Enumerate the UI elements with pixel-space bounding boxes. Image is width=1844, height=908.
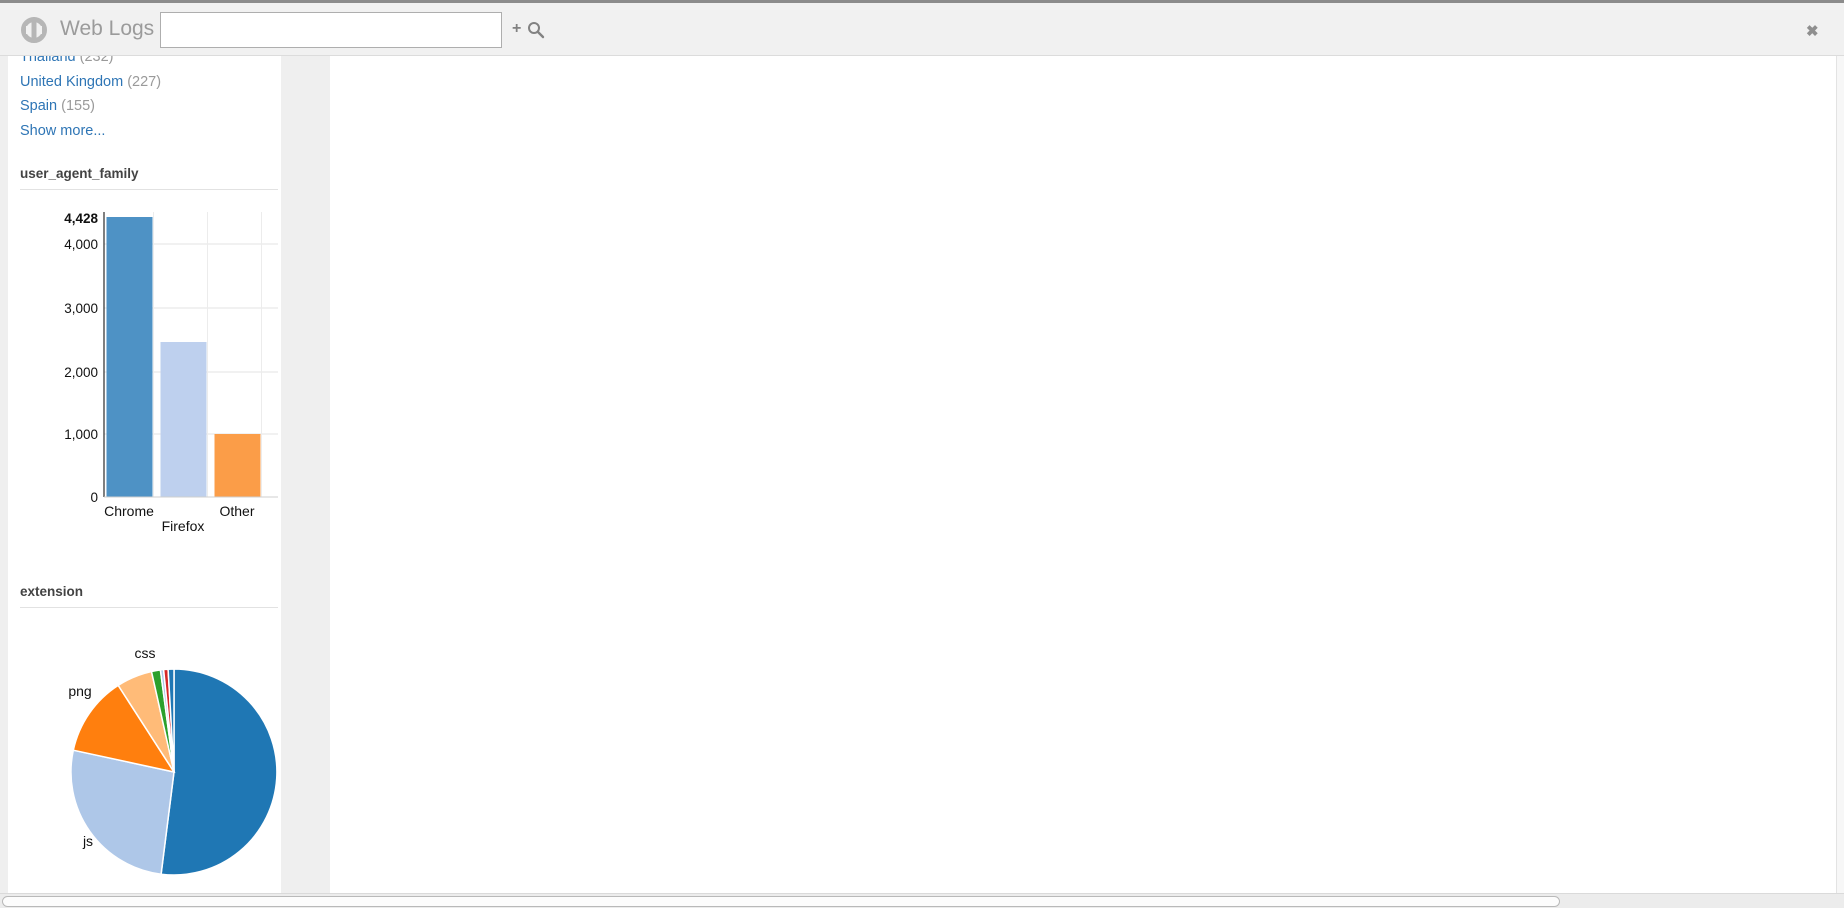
pie-slice-png[interactable]: [72, 684, 176, 774]
svg-text:4,428: 4,428: [64, 211, 98, 226]
window-top-strip: [0, 0, 1844, 3]
pie-slice-small-4[interactable]: [167, 668, 175, 773]
bar-firefox[interactable]: [160, 342, 207, 497]
add-widget-icon[interactable]: +: [512, 20, 522, 37]
svg-text:0: 0: [90, 490, 98, 505]
facet-item-united-kingdom[interactable]: United Kingdom (227): [20, 72, 270, 92]
dashboard-main: [330, 56, 1836, 893]
pie-slice-js[interactable]: [70, 749, 175, 876]
search-icon[interactable]: [527, 21, 545, 39]
hue-logo-icon: [21, 17, 47, 43]
svg-text:1,000: 1,000: [64, 427, 98, 442]
pie-chart-title: extension: [20, 584, 278, 608]
svg-text:4,000: 4,000: [64, 237, 98, 252]
horizontal-scrollbar[interactable]: [0, 893, 1844, 908]
facet-count: (227): [127, 74, 162, 90]
horizontal-scrollbar-thumb[interactable]: [2, 896, 1560, 907]
app-header: Web Logs + ✖: [0, 3, 1844, 56]
svg-text:css: css: [135, 645, 156, 661]
user-agent-bar-chart: 4,428 4,000 3,000 2,000 1,000 0 Chrome F…: [64, 211, 278, 534]
bar-chart-title: user_agent_family: [20, 166, 278, 190]
pie-slice-blank[interactable]: [160, 668, 278, 876]
facet-item-spain[interactable]: Spain (155): [20, 96, 270, 116]
svg-text:2,000: 2,000: [64, 365, 98, 380]
svg-text:Firefox: Firefox: [162, 518, 205, 534]
facet-sidebar: Thailand (232) United Kingdom (227) Spai…: [8, 0, 281, 893]
close-icon[interactable]: ✖: [1806, 23, 1819, 40]
svg-text:js: js: [82, 833, 93, 849]
show-more-link[interactable]: Show more...: [20, 123, 106, 139]
page-title: Web Logs: [60, 17, 155, 40]
bar-other[interactable]: [214, 434, 261, 497]
facet-count: (155): [61, 98, 95, 114]
search-input[interactable]: [160, 12, 502, 48]
extension-pie-chart: css png js: [68, 645, 278, 876]
facet-link[interactable]: United Kingdom: [20, 74, 124, 90]
svg-text:Other: Other: [219, 503, 254, 519]
bar-chrome[interactable]: [106, 217, 153, 497]
facet-link[interactable]: Spain: [20, 98, 58, 114]
svg-text:3,000: 3,000: [64, 301, 98, 316]
vertical-scrollbar[interactable]: [1836, 56, 1844, 893]
svg-text:png: png: [68, 683, 91, 699]
svg-text:Chrome: Chrome: [104, 503, 154, 519]
